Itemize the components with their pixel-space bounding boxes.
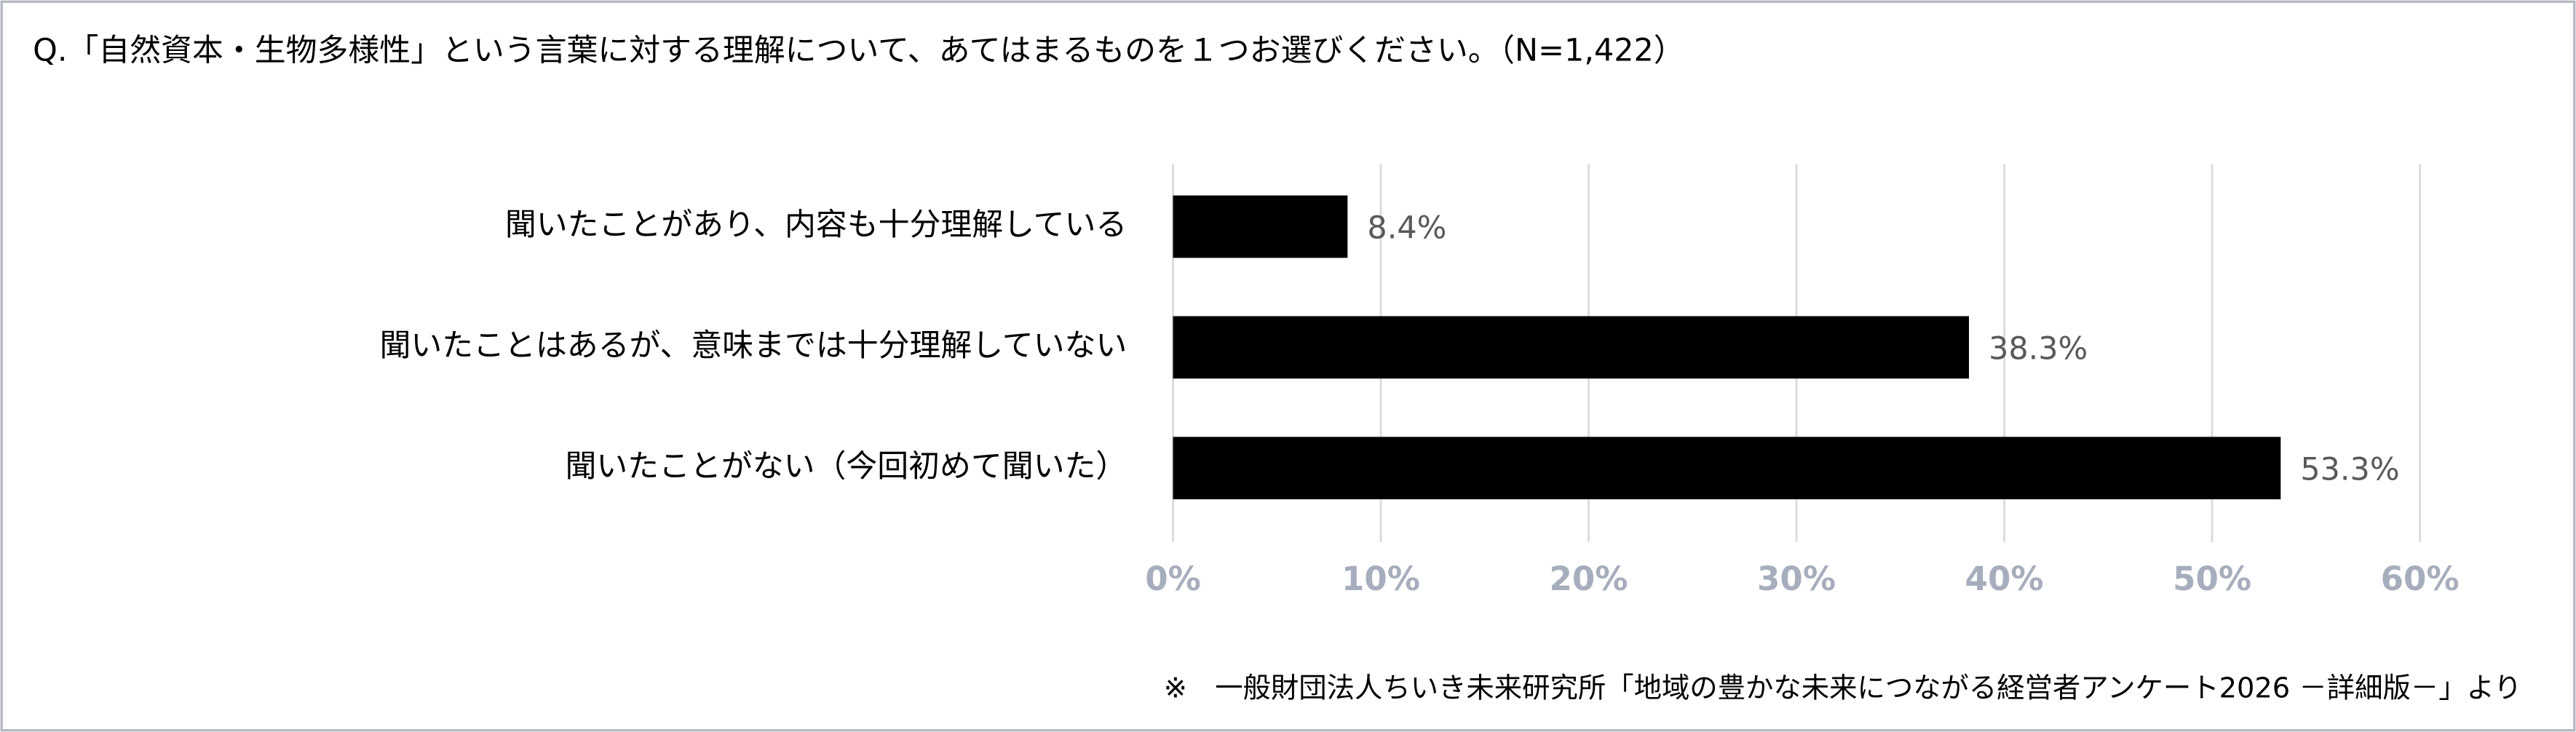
chart-title: Q.「自然資本・生物多様性」という言葉に対する理解について、あてはまるものを１つ… xyxy=(33,33,1685,69)
value-label: 38.3% xyxy=(1989,330,2088,367)
x-tick-label: 20% xyxy=(1550,560,1628,598)
y-tick-label: 聞いたことはあるが、意味までは十分理解していない xyxy=(379,327,1127,364)
x-tick-label: 50% xyxy=(2173,560,2251,598)
y-tick-label: 聞いたことがあり、内容も十分理解している xyxy=(505,207,1128,243)
footnote: ※ 一般財団法人ちいき未来研究所「地域の豊かな未来につながる経営者アンケート20… xyxy=(1164,672,2522,704)
bar xyxy=(1173,316,1970,379)
x-tick-label: 40% xyxy=(1965,560,2044,598)
value-label: 8.4% xyxy=(1367,210,1446,247)
y-tick-label: 聞いたことがない（今回初めて聞いた） xyxy=(566,448,1128,485)
bar xyxy=(1173,437,2281,500)
x-tick-label: 10% xyxy=(1341,560,1420,598)
bar xyxy=(1173,195,1348,258)
x-tick-label: 0% xyxy=(1145,560,1201,598)
value-label: 53.3% xyxy=(2300,451,2399,488)
x-tick-label: 30% xyxy=(1757,560,1836,598)
x-tick-label: 60% xyxy=(2381,560,2460,598)
